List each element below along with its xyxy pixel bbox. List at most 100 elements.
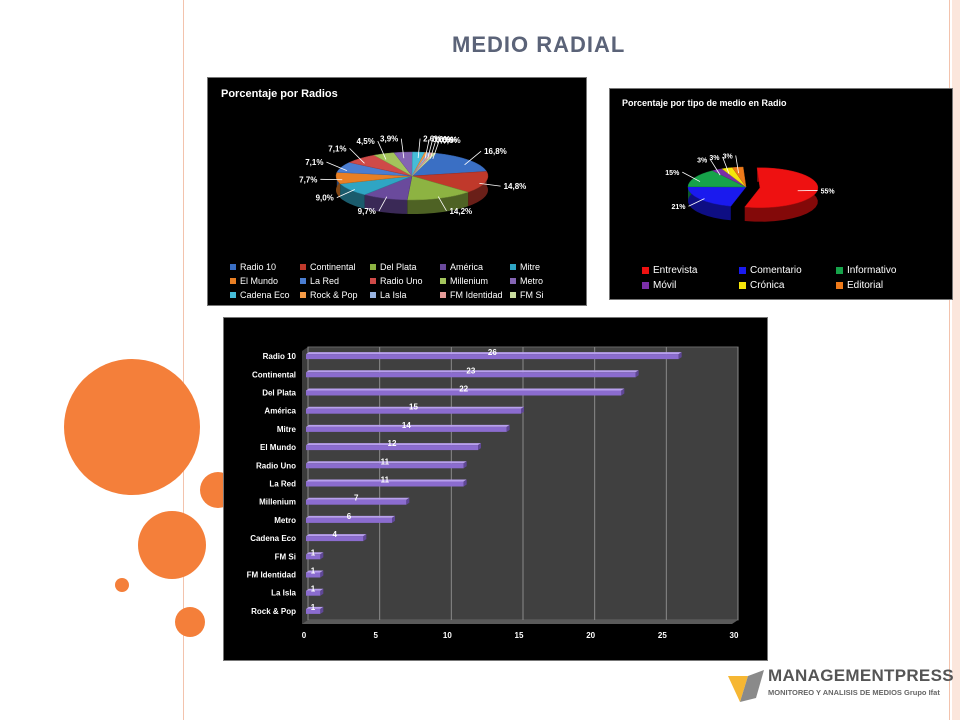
legend-label: FM Si: [520, 290, 544, 300]
legend-item: Radio 10: [230, 260, 300, 274]
x-tick-label: 10: [443, 631, 452, 640]
x-tick-label: 5: [373, 631, 378, 640]
pie-slice: [411, 152, 488, 177]
data-label: 7,1%: [305, 158, 323, 167]
legend-label: FM Identidad: [450, 290, 503, 300]
legend-swatch: [510, 264, 516, 270]
data-label: 0,6%: [432, 135, 450, 144]
bar-side: [621, 388, 625, 396]
data-label: 3%: [723, 153, 734, 160]
decorative-circle-small-2: [175, 607, 205, 637]
legend-swatch: [300, 278, 306, 284]
pie-slice-side: [340, 183, 365, 209]
y-category-label: La Isla: [271, 589, 296, 598]
leader-line: [682, 171, 701, 182]
legend-label: Comentario: [750, 265, 802, 276]
pie-slice: [744, 167, 819, 208]
y-category-label: FM Identidad: [247, 571, 296, 580]
data-label: 9,7%: [358, 207, 376, 216]
data-label: 55%: [821, 188, 836, 195]
bar-top: [306, 479, 467, 482]
data-label: 1: [311, 585, 316, 594]
pie-chart-radios-svg: 16,8% 14,8% 14,2% 9,7% 9,0% 7,7% 7,1% 7,1% 4,5% 3…: [299, 135, 527, 217]
chart-legend: Radio 10 Continental Del Plata América Mitre…: [230, 260, 570, 302]
legend-swatch: [230, 278, 236, 284]
legend-label: Crónica: [750, 280, 785, 291]
data-label: 1: [311, 548, 316, 557]
leader-line: [424, 138, 430, 159]
leader-line: [349, 148, 365, 164]
legend-label: Millenium: [450, 276, 489, 286]
y-category-label: América: [264, 407, 296, 416]
legend-swatch: [370, 278, 376, 284]
legend-swatch: [440, 278, 446, 284]
leader-line: [479, 183, 501, 187]
leader-line: [377, 140, 387, 160]
data-label: 1: [311, 567, 316, 576]
bar: [306, 572, 321, 578]
leader-line: [437, 196, 447, 212]
decorative-line: [183, 0, 184, 720]
bar-side: [320, 606, 324, 614]
company-logo: MANAGEMENTPRESS MONITOREO Y ANALISIS DE …: [726, 664, 954, 708]
data-label: 21%: [671, 204, 686, 211]
pie-chart-radios: Porcentaje por Radios 16,8% 14,8% 14,2% 9,7…: [207, 77, 587, 306]
legend-swatch: [230, 292, 236, 298]
bar-top: [306, 570, 324, 573]
bar-side: [320, 570, 324, 578]
leader-line: [326, 161, 348, 171]
legend-swatch: [510, 292, 516, 298]
legend-item: Cadena Eco: [230, 288, 300, 302]
bar-top: [306, 606, 324, 609]
legend-label: El Mundo: [240, 276, 279, 286]
y-category-label: Radio Uno: [256, 461, 296, 470]
bar-top: [306, 552, 324, 555]
data-label: 12: [388, 439, 397, 448]
bar: [306, 354, 679, 360]
bar-side: [506, 424, 510, 432]
data-label: 0,6%: [442, 136, 460, 145]
x-tick-label: 25: [658, 631, 667, 640]
legend-swatch: [510, 278, 516, 284]
bar-side: [521, 406, 524, 414]
legend-swatch: [440, 264, 446, 270]
legend-item: La Isla: [370, 288, 440, 302]
pie-slice: [687, 186, 747, 207]
leader-line: [735, 155, 739, 174]
legend-label: La Red: [310, 276, 340, 286]
leader-line: [378, 196, 388, 212]
data-label: 0,6%: [436, 135, 454, 144]
legend-item: Móvil: [642, 278, 739, 293]
bar: [306, 426, 507, 432]
bar-side: [320, 552, 324, 560]
bar-chart-radios-svg: 0 5 10 15 20 25 30 Radio 10 26 Continental 23 Del P…: [247, 346, 739, 640]
chart-title: Porcentaje por tipo de medio en Radio: [622, 98, 787, 108]
chart-legend: Entrevista Comentario Informativo Móvil Crón…: [642, 263, 936, 293]
data-label: 1: [311, 603, 316, 612]
bar-side: [635, 370, 639, 378]
leader-line: [429, 139, 437, 159]
logo-icon: [728, 670, 764, 702]
legend-label: Radio Uno: [380, 276, 423, 286]
x-tick-label: 0: [302, 631, 307, 640]
bar-top: [306, 534, 367, 537]
legend-swatch: [739, 267, 746, 274]
y-category-label: Mitre: [277, 425, 297, 434]
data-label: 7,7%: [299, 175, 317, 184]
leader-line: [688, 198, 705, 207]
data-label: 22: [459, 385, 468, 394]
y-category-label: La Red: [269, 480, 296, 489]
bar-top: [306, 588, 324, 591]
data-label: 14,8%: [504, 182, 527, 191]
bar-side: [392, 515, 395, 523]
y-category-label: Cadena Eco: [250, 534, 296, 543]
data-label: 6: [347, 512, 352, 521]
logo-tagline: MONITOREO Y ANALISIS DE MEDIOS Grupo Ifa…: [768, 688, 940, 697]
bar: [306, 408, 521, 414]
data-label: 0,6%: [439, 136, 457, 145]
leader-line: [722, 156, 730, 175]
legend-item: Metro: [510, 274, 570, 288]
bar-top: [306, 443, 481, 446]
bar-top: [306, 352, 682, 355]
legend-label: Mitre: [520, 262, 540, 272]
